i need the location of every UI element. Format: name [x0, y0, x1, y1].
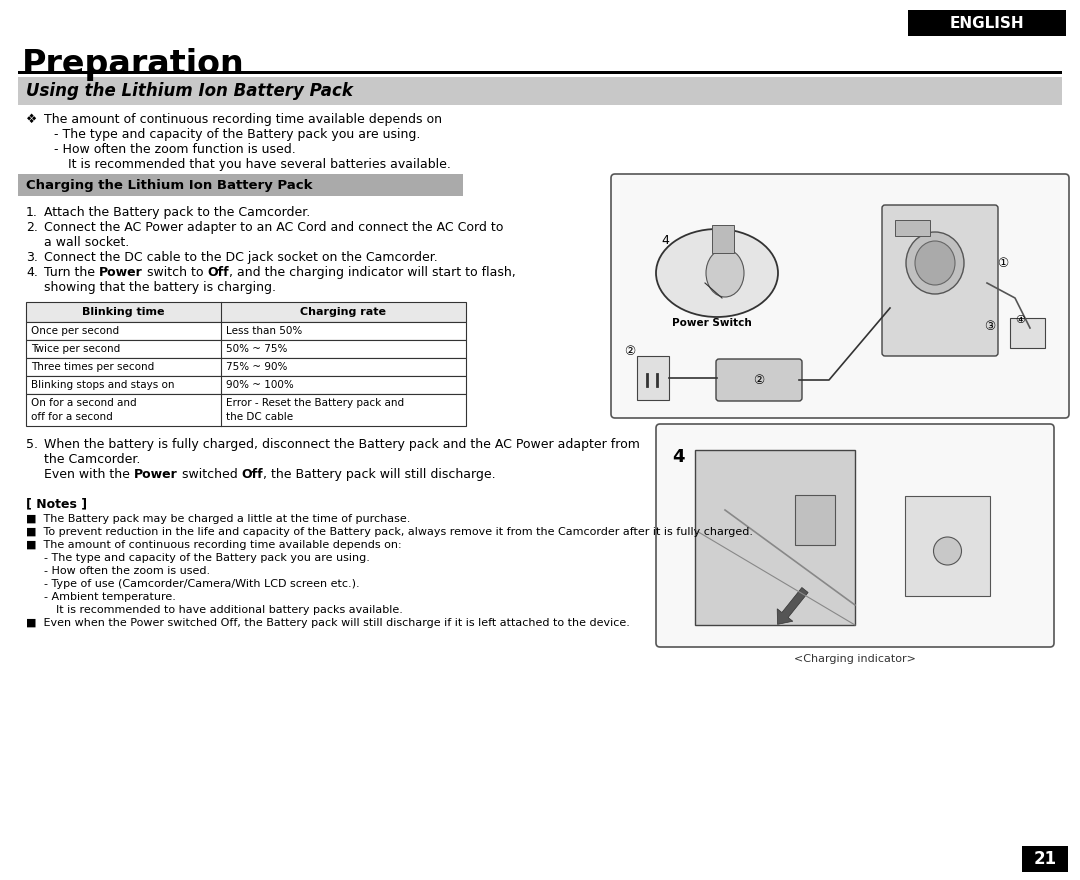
Bar — [696, 450, 855, 625]
Text: showing that the battery is charging.: showing that the battery is charging. — [44, 281, 276, 294]
Text: - Type of use (Camcorder/Camera/With LCD screen etc.).: - Type of use (Camcorder/Camera/With LCD… — [44, 579, 360, 589]
Text: 75% ~ 90%: 75% ~ 90% — [226, 362, 287, 372]
Text: Even with the: Even with the — [44, 468, 134, 481]
Text: ■  Even when the Power switched Off, the Battery pack will still discharge if it: ■ Even when the Power switched Off, the … — [26, 618, 630, 628]
Text: , and the charging indicator will start to flash,: , and the charging indicator will start … — [229, 266, 515, 279]
Text: Attach the Battery pack to the Camcorder.: Attach the Battery pack to the Camcorder… — [44, 206, 310, 219]
Text: ④: ④ — [1015, 315, 1025, 325]
Text: Using the Lithium Ion Battery Pack: Using the Lithium Ion Battery Pack — [26, 82, 353, 100]
Text: ②: ② — [624, 344, 636, 357]
Text: Connect the DC cable to the DC jack socket on the Camcorder.: Connect the DC cable to the DC jack sock… — [44, 251, 437, 264]
Bar — [26, 376, 465, 394]
Bar — [908, 10, 1066, 36]
Bar — [712, 225, 734, 253]
Bar — [26, 394, 465, 426]
Bar — [1022, 846, 1068, 872]
Text: 5.: 5. — [26, 438, 38, 451]
Text: Off: Off — [241, 468, 264, 481]
Text: switched: switched — [177, 468, 241, 481]
Text: Connect the AC Power adapter to an AC Cord and connect the AC Cord to: Connect the AC Power adapter to an AC Co… — [44, 221, 503, 234]
Text: ■  The amount of continuous recording time available depends on:: ■ The amount of continuous recording tim… — [26, 540, 402, 550]
Text: ■  The Battery pack may be charged a little at the time of purchase.: ■ The Battery pack may be charged a litt… — [26, 514, 410, 524]
Bar — [795, 495, 835, 545]
Ellipse shape — [656, 229, 778, 317]
Text: - How often the zoom is used.: - How often the zoom is used. — [44, 566, 211, 576]
FancyBboxPatch shape — [656, 424, 1054, 647]
Ellipse shape — [906, 232, 964, 294]
FancyArrow shape — [778, 588, 808, 625]
Text: - The type and capacity of the Battery pack you are using.: - The type and capacity of the Battery p… — [44, 553, 369, 563]
Text: the Camcorder.: the Camcorder. — [44, 453, 140, 466]
Text: 4: 4 — [661, 233, 669, 246]
Bar — [637, 356, 669, 400]
Text: a wall socket.: a wall socket. — [44, 236, 130, 249]
Bar — [1010, 318, 1045, 348]
Text: - The type and capacity of the Battery pack you are using.: - The type and capacity of the Battery p… — [54, 128, 420, 141]
Text: off for a second: off for a second — [31, 412, 112, 422]
Text: , the Battery pack will still discharge.: , the Battery pack will still discharge. — [264, 468, 496, 481]
Text: Blinking time: Blinking time — [82, 307, 165, 317]
Text: [ Notes ]: [ Notes ] — [26, 497, 87, 510]
FancyBboxPatch shape — [882, 205, 998, 356]
Text: Three times per second: Three times per second — [31, 362, 154, 372]
Ellipse shape — [706, 249, 744, 297]
Bar — [26, 302, 465, 322]
Text: On for a second and: On for a second and — [31, 398, 137, 408]
Bar — [895, 220, 930, 236]
Text: Turn the: Turn the — [44, 266, 99, 279]
Bar — [26, 358, 465, 376]
Text: ③: ③ — [984, 319, 996, 333]
Bar — [905, 496, 990, 596]
Text: - Ambient temperature.: - Ambient temperature. — [44, 592, 176, 602]
Text: Less than 50%: Less than 50% — [226, 326, 302, 336]
Ellipse shape — [933, 537, 961, 565]
Bar — [18, 77, 1062, 105]
Text: When the battery is fully charged, disconnect the Battery pack and the AC Power : When the battery is fully charged, disco… — [44, 438, 639, 451]
Text: 4: 4 — [672, 448, 685, 466]
Bar — [18, 174, 463, 196]
FancyBboxPatch shape — [716, 359, 802, 401]
Text: Charging rate: Charging rate — [300, 307, 387, 317]
Text: Power: Power — [99, 266, 143, 279]
Text: 90% ~ 100%: 90% ~ 100% — [226, 380, 294, 390]
Text: Error - Reset the Battery pack and: Error - Reset the Battery pack and — [226, 398, 404, 408]
Bar — [26, 322, 465, 340]
Text: - How often the zoom function is used.: - How often the zoom function is used. — [54, 143, 296, 156]
Text: ■  To prevent reduction in the life and capacity of the Battery pack, always rem: ■ To prevent reduction in the life and c… — [26, 527, 753, 537]
FancyBboxPatch shape — [611, 174, 1069, 418]
Text: Blinking stops and stays on: Blinking stops and stays on — [31, 380, 175, 390]
Ellipse shape — [915, 241, 955, 285]
Text: It is recommended that you have several batteries available.: It is recommended that you have several … — [68, 158, 450, 171]
Bar — [26, 340, 465, 358]
Bar — [18, 71, 1062, 74]
Text: The amount of continuous recording time available depends on: The amount of continuous recording time … — [44, 113, 442, 126]
Text: Twice per second: Twice per second — [31, 344, 120, 354]
Text: Power Switch: Power Switch — [672, 318, 752, 328]
Text: Charging the Lithium Ion Battery Pack: Charging the Lithium Ion Battery Pack — [26, 179, 312, 192]
Text: It is recommended to have additional battery packs available.: It is recommended to have additional bat… — [56, 605, 403, 615]
Text: the DC cable: the DC cable — [226, 412, 293, 422]
Text: ②: ② — [754, 373, 765, 386]
Text: switch to: switch to — [143, 266, 207, 279]
Text: 2.: 2. — [26, 221, 38, 234]
Text: 1.: 1. — [26, 206, 38, 219]
Text: 21: 21 — [1034, 850, 1056, 868]
Text: 3.: 3. — [26, 251, 38, 264]
Text: <Charging indicator>: <Charging indicator> — [794, 654, 916, 664]
Text: 50% ~ 75%: 50% ~ 75% — [226, 344, 287, 354]
Text: Once per second: Once per second — [31, 326, 119, 336]
Text: Preparation: Preparation — [22, 48, 245, 80]
Text: Power: Power — [134, 468, 177, 481]
Text: ①: ① — [997, 256, 1009, 269]
Text: ENGLISH: ENGLISH — [949, 16, 1024, 31]
Text: 4.: 4. — [26, 266, 38, 279]
Text: ❖: ❖ — [26, 113, 37, 126]
Text: Off: Off — [207, 266, 229, 279]
